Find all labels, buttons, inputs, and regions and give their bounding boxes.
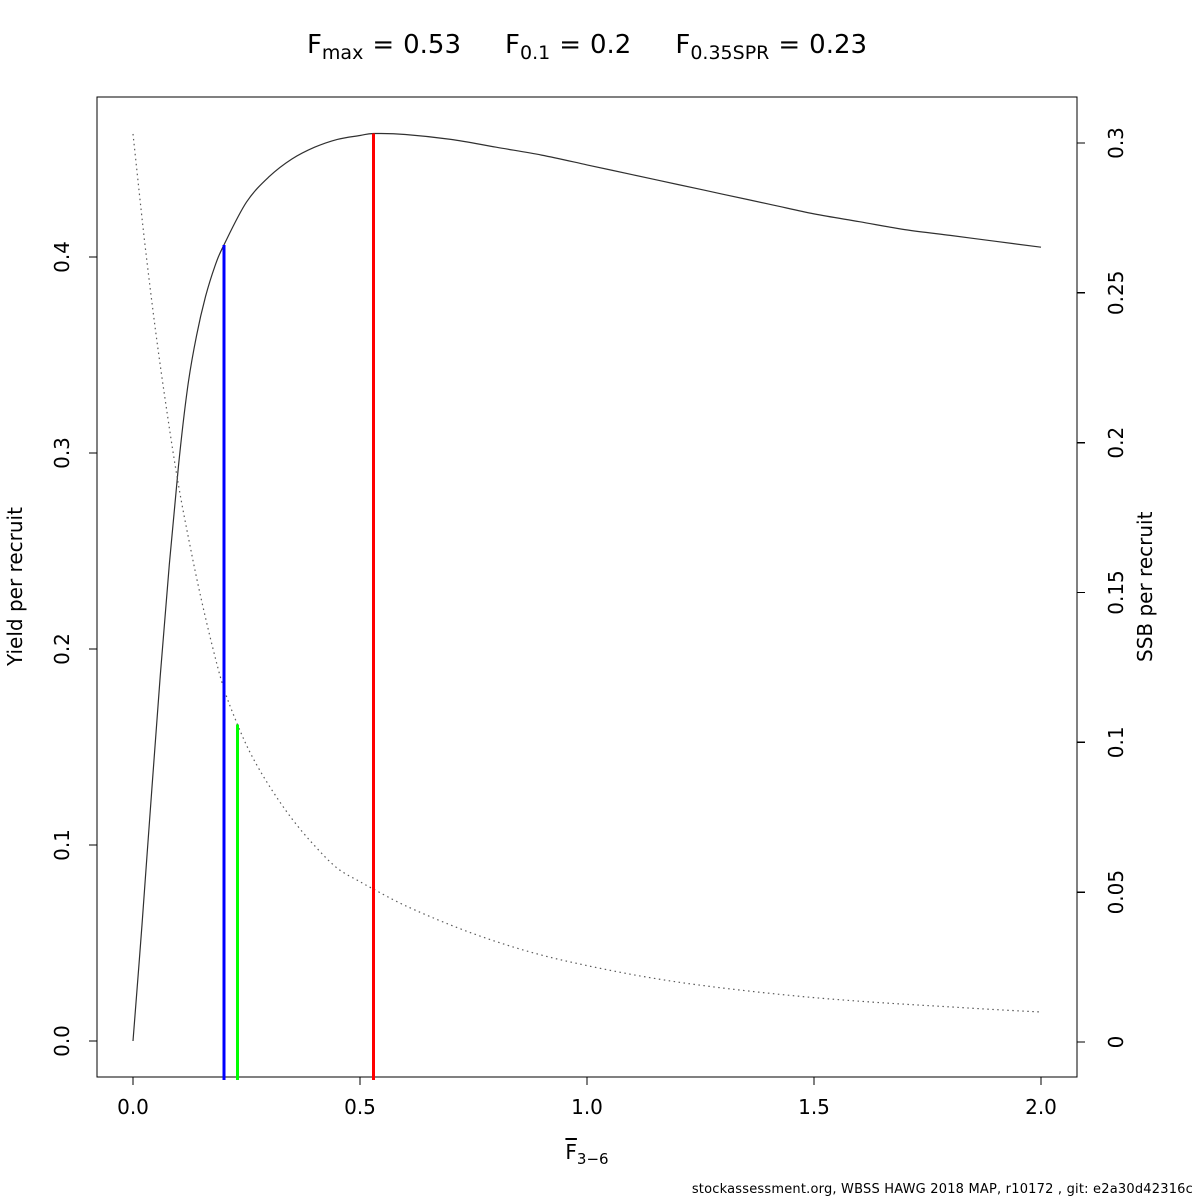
stat-f01-value: 0.2 (590, 30, 632, 60)
stat-f01: F0.1 = 0.2 (505, 30, 631, 64)
x-tick-label: 2.0 (1025, 1095, 1057, 1119)
x-axis-label-fbar: F (565, 1140, 577, 1164)
stat-f035spr-base: F (675, 30, 691, 60)
stat-f035spr-sub: 0.35SPR (690, 42, 770, 65)
plot-border (96, 96, 1078, 1078)
y-right-tick-label: 0 (1104, 1036, 1128, 1049)
x-tick-label: 1.5 (798, 1095, 830, 1119)
x-axis-label-sub: 3−6 (576, 1150, 609, 1168)
y-right-tick-label: 0.05 (1104, 870, 1128, 915)
y-right-tick-label: 0.2 (1104, 427, 1128, 459)
x-tick-label: 1.0 (571, 1095, 603, 1119)
plot-title: Fmax = 0.53 F0.1 = 0.2 F0.35SPR = 0.23 (97, 30, 1077, 64)
stat-fmax-sub: max (321, 42, 364, 65)
stat-f035spr-value: 0.23 (809, 30, 868, 60)
y-right-tick-label: 0.25 (1104, 271, 1128, 316)
stat-fmax-equals: = (372, 30, 395, 60)
x-axis-label: F3−6 (97, 1140, 1077, 1168)
stat-fmax: Fmax = 0.53 (307, 30, 461, 64)
y-left-tick-label: 0.0 (50, 1025, 74, 1057)
x-tick-label: 0.0 (117, 1095, 149, 1119)
y-left-tick-label: 0.4 (50, 241, 74, 273)
stat-f035spr: F0.35SPR = 0.23 (675, 30, 867, 64)
y-left-tick-label: 0.2 (50, 633, 74, 665)
ssb-per-recruit-curve (132, 133, 1042, 1013)
stat-fmax-base: F (306, 30, 322, 60)
stat-f01-base: F (505, 30, 520, 60)
y-right-tick-label: 0.3 (1104, 127, 1128, 159)
stat-fmax-value: 0.53 (403, 30, 462, 60)
stat-f01-sub: 0.1 (519, 42, 551, 65)
y-left-axis-label: Yield per recruit (3, 507, 27, 667)
y-left-tick-label: 0.3 (50, 437, 74, 469)
y-left-tick-label: 0.1 (50, 829, 74, 861)
stat-f01-equals: = (559, 30, 581, 60)
x-tick-label: 0.5 (344, 1095, 376, 1119)
y-right-tick-label: 0.1 (1104, 726, 1128, 758)
footer-attribution: stockassessment.org, WBSS HAWG 2018 MAP,… (691, 1182, 1193, 1197)
y-right-tick-label: 0.15 (1104, 570, 1128, 615)
stat-f035spr-equals: = (778, 30, 801, 60)
y-right-axis-label: SSB per recruit (1133, 511, 1157, 663)
yield-per-recruit-curve (132, 132, 1042, 1042)
